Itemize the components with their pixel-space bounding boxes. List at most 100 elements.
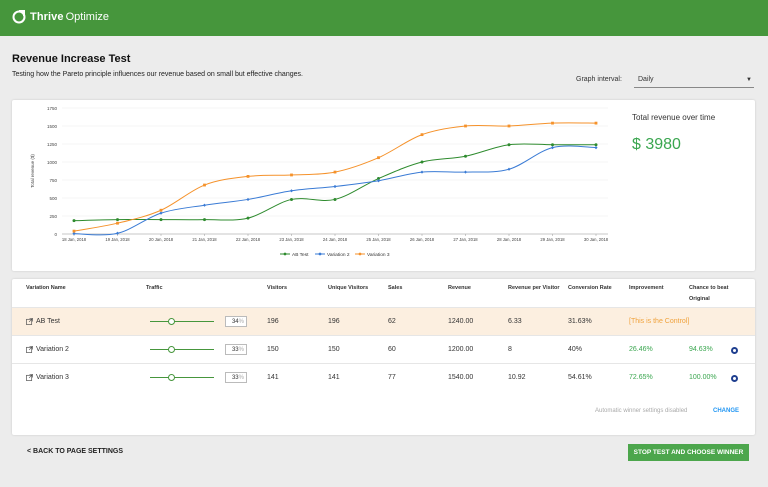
header-chance-to-beat: Chance to beat (689, 285, 729, 291)
unique-visitors-cell: 196 (328, 318, 340, 325)
change-auto-winner-link[interactable]: CHANGE (713, 408, 740, 414)
x-tick-label: 23 Jan, 2018 (279, 237, 304, 242)
data-point (333, 197, 337, 201)
y-tick-label: 500 (49, 196, 57, 201)
x-tick-label: 25 Jan, 2018 (366, 237, 391, 242)
chart-card: 0 250 500 750 1000 1250 1500 1750 18 Jan, 2018 19… (12, 100, 755, 271)
table-row: Variation 2 33% 150 150 60 1200.00 8 40%… (12, 335, 755, 363)
data-point (72, 229, 76, 233)
header-revenue-per-visitor: Revenue per Visitor (508, 285, 560, 291)
data-point (246, 175, 250, 178)
graph-interval-select[interactable]: Daily ▼ (634, 72, 754, 88)
data-point (289, 189, 294, 193)
x-tick-label: 29 Jan, 2018 (540, 237, 565, 242)
series-line (73, 122, 597, 232)
x-tick-label: 19 Jan, 2018 (105, 237, 130, 242)
variation-name-cell[interactable]: Variation 3 (26, 374, 69, 381)
data-point (377, 156, 380, 160)
data-point (551, 143, 554, 147)
series-line (73, 145, 597, 236)
x-tick-label: 30 Jan, 2018 (584, 237, 609, 242)
data-point (464, 124, 467, 128)
data-point (115, 231, 120, 235)
auto-winner-status: Automatic winner settings disabled (595, 408, 688, 414)
revenue-per-visitor-cell: 10.92 (508, 374, 526, 381)
traffic-value: 33 (231, 347, 239, 353)
visitors-cell: 150 (267, 346, 279, 353)
stop-test-button[interactable]: STOP TEST AND CHOOSE WINNER (628, 444, 749, 461)
choose-winner-radio[interactable] (731, 347, 738, 354)
data-point (594, 121, 598, 125)
data-point (290, 173, 293, 177)
traffic-percent-sign: % (238, 375, 244, 381)
y-axis-label: Total revenue ($) (30, 154, 35, 188)
data-point (420, 133, 424, 137)
graph-interval-value: Daily (638, 76, 654, 83)
data-point (463, 170, 468, 174)
choose-winner-radio[interactable] (731, 375, 738, 382)
data-point (203, 183, 206, 187)
data-point (464, 154, 467, 158)
graph-interval-label: Graph interval: (576, 76, 622, 83)
traffic-value: 33 (231, 375, 239, 381)
improvement-cell: [This is the Control] (629, 318, 690, 325)
series-line (73, 143, 596, 222)
brand-name: Thrive (30, 11, 64, 23)
header-revenue: Revenue (448, 285, 471, 291)
traffic-slider-handle[interactable] (168, 318, 176, 325)
app-logo[interactable]: Thrive Optimize (12, 10, 109, 24)
unique-visitors-cell: 150 (328, 346, 340, 353)
legend-label: AB Test (292, 252, 309, 258)
traffic-input[interactable]: 34% (225, 316, 247, 327)
traffic-slider[interactable] (150, 346, 214, 353)
total-revenue-label: Total revenue over time (632, 113, 716, 122)
legend-marker (358, 252, 362, 256)
traffic-slider[interactable] (150, 318, 214, 325)
y-tick-label: 250 (49, 214, 57, 219)
data-point (594, 146, 598, 150)
caret-down-icon: ▼ (746, 77, 752, 83)
x-tick-label: 18 Jan, 2018 (62, 237, 87, 242)
header-variation-name: Variation Name (26, 285, 66, 291)
external-link-icon (26, 374, 33, 381)
x-tick-label: 27 Jan, 2018 (453, 237, 478, 242)
unique-visitors-cell: 141 (328, 374, 340, 381)
x-tick-label: 24 Jan, 2018 (323, 237, 348, 242)
conversion-rate-cell: 31.63% (568, 318, 592, 325)
traffic-slider-handle[interactable] (167, 374, 175, 381)
brand-product: Optimize (65, 11, 110, 23)
table-row: AB Test 34% 196 196 62 1240.00 6.33 31.6… (12, 307, 755, 335)
revenue-line-chart: 0 250 500 750 1000 1250 1500 1750 18 Jan, 2018 19… (30, 106, 609, 258)
sales-cell: 62 (388, 318, 396, 325)
traffic-input[interactable]: 33% (225, 372, 247, 383)
traffic-percent-sign: % (238, 319, 244, 325)
header-chance-original: Original (689, 296, 710, 302)
legend-label: Variation 2 (327, 252, 350, 258)
revenue-per-visitor-cell: 8 (508, 346, 512, 353)
data-point (290, 197, 293, 201)
y-tick-label: 750 (49, 178, 57, 183)
traffic-slider-handle[interactable] (167, 346, 175, 353)
variations-table: Variation Name Traffic Visitors Unique V… (12, 279, 755, 435)
data-point (116, 221, 119, 225)
total-revenue-value: $ 3980 (632, 136, 681, 153)
page-description: Testing how the Pareto principle influen… (12, 71, 303, 78)
revenue-cell: 1240.00 (448, 318, 474, 325)
back-to-page-settings-link[interactable]: < BACK TO PAGE SETTINGS (27, 448, 124, 455)
y-tick-label: 1000 (47, 160, 58, 165)
variation-name-cell[interactable]: Variation 2 (26, 346, 69, 353)
variation-name-cell[interactable]: AB Test (26, 318, 60, 325)
revenue-per-visitor-cell: 6.33 (508, 318, 522, 325)
table-row: Variation 3 33% 141 141 77 1540.00 10.92… (12, 363, 755, 391)
data-point (202, 203, 207, 207)
y-tick-label: 0 (54, 232, 57, 237)
data-point (246, 197, 250, 202)
sales-cell: 60 (388, 346, 396, 353)
traffic-slider[interactable] (150, 374, 214, 381)
data-point (159, 211, 163, 215)
variation-name: Variation 2 (36, 346, 69, 353)
data-point (550, 146, 555, 150)
data-point (159, 208, 163, 212)
data-point (246, 216, 250, 220)
traffic-input[interactable]: 33% (225, 344, 247, 355)
